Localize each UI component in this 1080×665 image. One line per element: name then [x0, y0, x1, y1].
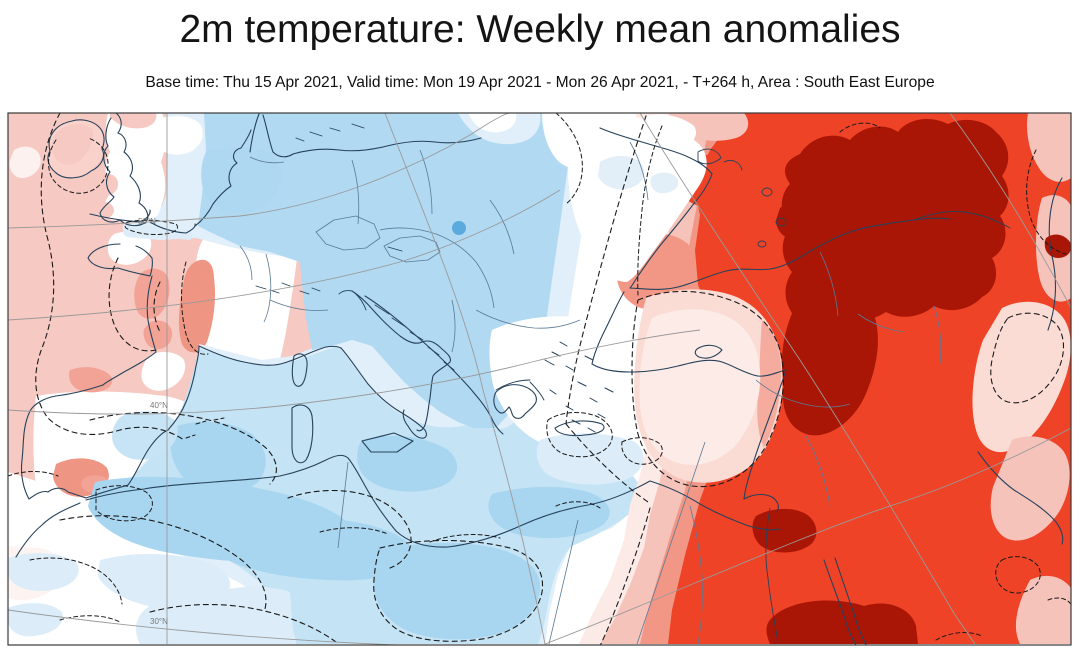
svg-text:40°N: 40°N	[150, 401, 168, 410]
svg-text:30°N: 30°N	[150, 617, 168, 626]
svg-text:50°N: 50°N	[138, 217, 156, 226]
